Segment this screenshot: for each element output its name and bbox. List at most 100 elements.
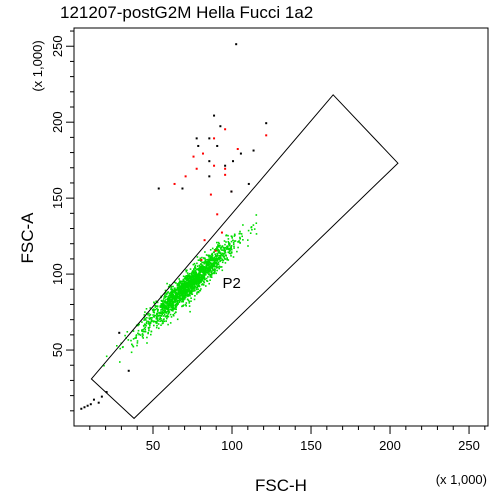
event-point-green (192, 284, 195, 286)
event-point-green (196, 262, 198, 265)
event-point-green (164, 294, 166, 296)
event-point-green (188, 302, 191, 304)
event-point-green (201, 268, 204, 270)
event-point-green (185, 270, 188, 273)
event-point-green (201, 261, 203, 264)
event-point-green (187, 287, 189, 289)
event-point-green (166, 314, 169, 317)
event-point-green (181, 300, 183, 303)
event-point-green (202, 283, 205, 286)
event-point-green (162, 304, 165, 307)
event-point-green (239, 238, 241, 240)
event-point-green (190, 291, 192, 293)
event-point-green (233, 235, 236, 237)
event-point-green (209, 265, 212, 267)
event-point-green (216, 269, 218, 272)
event-point-green (169, 294, 171, 296)
y-axis: 50 100 150 200 250 (50, 30, 74, 412)
event-point-green (171, 306, 174, 309)
event-point-green (138, 323, 140, 326)
event-point-green (239, 242, 241, 244)
event-point-green (148, 323, 150, 325)
event-point-green (226, 258, 228, 261)
event-point-green (180, 280, 182, 283)
event-point-green (216, 259, 218, 262)
event-point-green (152, 311, 155, 313)
event-point-green (219, 256, 222, 258)
y-tick-label: 150 (50, 187, 65, 209)
event-point-green (168, 306, 171, 308)
event-point-green (208, 263, 211, 266)
event-point-green (195, 279, 197, 282)
event-point-green (176, 286, 179, 289)
event-point-green (240, 233, 243, 235)
event-point-green (175, 303, 177, 306)
event-point-green (213, 260, 216, 263)
event-point-green (183, 296, 186, 299)
event-point-black (213, 114, 216, 117)
event-point-green (172, 314, 175, 317)
event-point-green (169, 305, 172, 307)
event-point-green (185, 305, 187, 307)
event-point-green (209, 274, 212, 276)
event-point-green (192, 272, 195, 275)
event-point-green (154, 320, 157, 323)
event-point-black (80, 407, 83, 410)
event-point-green (180, 290, 183, 293)
event-point-green (194, 266, 197, 269)
event-point-green (163, 296, 166, 298)
event-point-green (150, 333, 152, 336)
event-point-green (201, 283, 204, 285)
event-point-green (172, 310, 174, 312)
event-point-green (173, 306, 175, 309)
event-point-green (178, 288, 180, 290)
event-point-green (215, 272, 217, 275)
event-point-green (206, 260, 209, 263)
event-point-green (182, 278, 185, 281)
event-point-green (209, 279, 211, 281)
event-point-green (204, 266, 207, 269)
event-point-green (168, 304, 171, 307)
event-point-green (215, 256, 218, 258)
event-point-green (219, 260, 221, 263)
event-point-green (203, 281, 206, 284)
event-point-green (172, 289, 175, 292)
event-point-green (233, 233, 236, 236)
event-point-green (156, 307, 158, 310)
event-point-green (230, 248, 233, 250)
event-point-green (227, 245, 229, 247)
event-point-green (226, 257, 228, 259)
event-point-green (227, 234, 229, 237)
event-point-green (204, 260, 206, 263)
event-point-green (227, 251, 230, 253)
event-point-green (201, 256, 203, 259)
event-point-green (204, 261, 207, 264)
event-point-green (168, 292, 171, 295)
event-point-green (201, 278, 204, 281)
event-point-green (193, 269, 195, 271)
event-point-green (202, 277, 204, 280)
event-point-green (190, 282, 193, 284)
event-point-green (201, 274, 204, 276)
event-point-red (184, 175, 187, 178)
event-point-green (174, 301, 177, 303)
event-point-green (162, 301, 164, 303)
event-point-green (191, 271, 193, 274)
event-point-green (212, 263, 214, 266)
event-point-green (162, 315, 165, 317)
event-point-green (205, 266, 208, 268)
event-point-black (118, 331, 121, 334)
event-point-green (160, 312, 162, 315)
event-point-green (231, 237, 233, 239)
gate-p2-polygon[interactable] (90, 94, 399, 420)
event-point-green (209, 249, 212, 251)
event-point-green (167, 315, 170, 318)
event-point-green (146, 317, 148, 319)
event-point-green (210, 266, 213, 268)
event-point-green (152, 309, 154, 312)
event-point-green (175, 298, 178, 301)
event-point-green (216, 262, 218, 264)
event-point-green (227, 240, 230, 243)
event-point-green (213, 256, 215, 259)
event-point-green (239, 232, 241, 235)
